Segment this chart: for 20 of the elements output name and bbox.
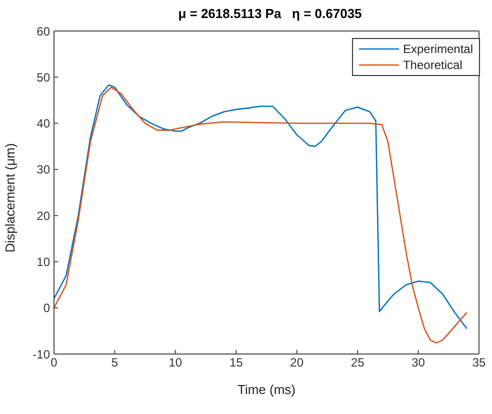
x-tick-label: 10 [168, 356, 182, 370]
y-tick-label: 30 [36, 162, 50, 177]
y-tick-label: 40 [36, 116, 50, 131]
y-tick-label: 0 [43, 301, 50, 316]
legend-label: Experimental [402, 41, 473, 57]
x-tick-label: 15 [229, 356, 244, 370]
y-tick-label: 60 [36, 24, 50, 38]
x-axis-title: Time (ms) [237, 382, 296, 397]
x-tick-label: 35 [472, 356, 486, 370]
y-tick-label: -10 [32, 347, 50, 362]
chart-title: μ = 2618.5113 Pa η = 0.67035 [178, 6, 362, 21]
legend-label: Theoretical [402, 57, 462, 73]
y-axis-title: Displacement (μm) [2, 143, 18, 252]
y-tick-label: 20 [36, 208, 50, 223]
x-tick-label: 5 [111, 356, 118, 370]
x-tick-label: 25 [350, 356, 365, 370]
x-tick-label: 20 [290, 356, 304, 370]
y-tick-label: 10 [36, 254, 50, 269]
y-tick-label: 50 [36, 70, 50, 84]
x-tick-label: 30 [412, 356, 426, 370]
